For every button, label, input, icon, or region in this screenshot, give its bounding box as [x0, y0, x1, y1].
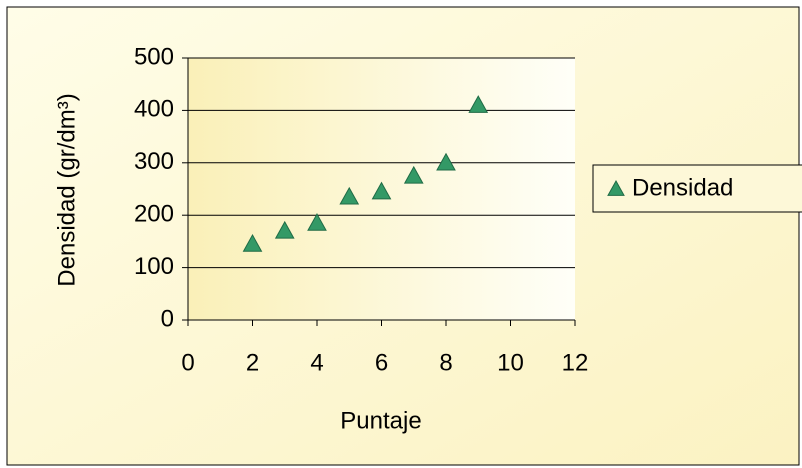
point: [436, 152, 456, 171]
legend-box: [592, 164, 802, 213]
point: [339, 186, 360, 205]
x-tick-label: 10: [497, 349, 524, 376]
x-tick-label: 2: [246, 349, 259, 376]
point: [403, 165, 424, 184]
y-axis-label: Densidad (gr/dm³): [53, 93, 80, 286]
legend-marker: [607, 179, 625, 196]
y-tick-label: 0: [161, 305, 174, 332]
y-tick-label: 500: [134, 43, 174, 70]
point: [371, 181, 392, 200]
legend-label: Densidad: [632, 174, 733, 201]
point: [274, 220, 295, 239]
point: [307, 213, 327, 231]
x-tick-label: 8: [439, 349, 452, 376]
y-tick-label: 100: [134, 253, 174, 280]
x-tick-label: 0: [181, 349, 194, 376]
point: [242, 233, 263, 252]
y-tick-label: 200: [134, 201, 174, 228]
y-tick-label: 300: [134, 148, 174, 175]
x-axis-label: Puntaje: [340, 407, 421, 434]
x-tick-label: 12: [562, 349, 589, 376]
point: [468, 95, 489, 113]
x-tick-label: 4: [310, 349, 323, 376]
x-tick-label: 6: [375, 349, 388, 376]
y-tick-label: 400: [134, 96, 174, 123]
